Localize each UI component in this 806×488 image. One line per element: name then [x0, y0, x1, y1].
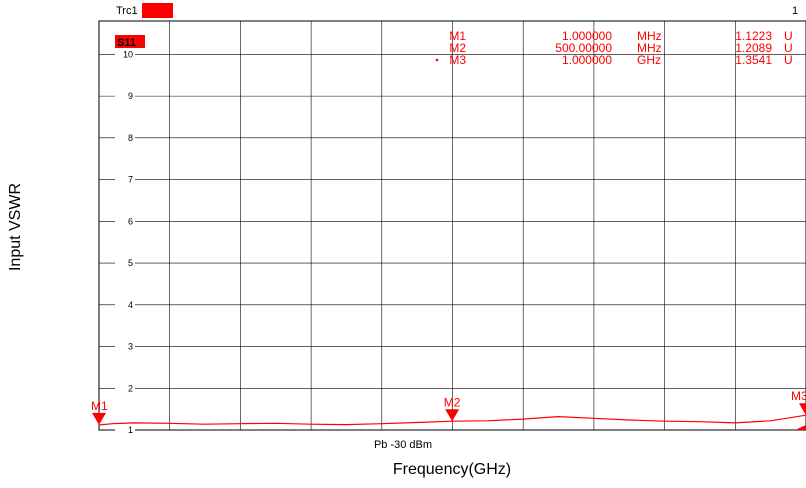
trace-badge-label: S11	[117, 37, 136, 49]
power-label: Pb -30 dBm	[374, 439, 432, 451]
marker-table-value_unit: U	[784, 29, 793, 43]
vertical-gridlines	[169, 21, 736, 430]
y-tick-label: 8	[128, 133, 133, 143]
marker-triangle-m3	[799, 403, 806, 416]
marker-table-freq: 1.000000	[562, 53, 612, 67]
trace-color-swatch	[142, 3, 173, 18]
y-tick-label-bg	[115, 215, 135, 228]
marker-table-freq: 1.000000	[562, 29, 612, 43]
marker-table-value: 1.2089	[735, 41, 772, 55]
trace-badge	[115, 35, 145, 48]
trace-label: Trc1	[116, 5, 138, 17]
y-tick-label: 6	[128, 216, 133, 226]
y-tick-label: 5	[128, 258, 133, 268]
marker-glyphs: M1 M2 M3	[91, 389, 806, 430]
marker-label-m2: M2	[444, 395, 461, 409]
marker-table-value_unit: U	[784, 53, 793, 67]
marker-table-unit: GHz	[637, 53, 661, 67]
y-tick-label-bg	[115, 382, 135, 395]
y-tick-label-bg	[115, 131, 135, 144]
marker-table-value_unit: U	[784, 41, 793, 55]
y-tick-label-bg	[115, 48, 135, 61]
header-right-label: 1	[792, 5, 798, 17]
y-tick-label: 10	[123, 49, 133, 59]
y-tick-label-bg	[115, 257, 135, 270]
y-tick-label: 9	[128, 91, 133, 101]
marker-label-m3: M3	[791, 389, 806, 403]
marker-table: M1 1.000000 MHz 1.1223 U M2 500.00000 MHz 1.2089…	[435, 29, 793, 67]
end-indicator-icon	[795, 425, 806, 430]
x-axis-title: Frequency(GHz)	[393, 461, 511, 478]
marker-table-value: 1.3541	[735, 53, 772, 67]
y-tick-label: 7	[128, 175, 133, 185]
s11-trace-line	[98, 414, 806, 426]
marker-table-freq: 500.00000	[555, 41, 612, 55]
y-axis-title: Input VSWR	[7, 183, 24, 271]
marker-table-label: M2	[449, 41, 466, 55]
marker-table-label: M3	[449, 53, 466, 67]
marker-table-label: M1	[449, 29, 466, 43]
y-tick-label: 4	[128, 300, 133, 310]
horizontal-gridlines	[99, 54, 806, 431]
marker-triangle-m1	[92, 412, 106, 425]
y-tick-label: 1	[128, 425, 133, 435]
y-tick-label: 3	[128, 342, 133, 352]
y-tick-label: 2	[128, 383, 133, 393]
active-marker-dot	[435, 58, 439, 62]
marker-table-unit: MHz	[637, 41, 662, 55]
y-tick-label-bg	[115, 298, 135, 311]
y-tick-labels: 1 2 3 4 5 6 7 8 9 10	[115, 48, 135, 436]
marker-label-m1: M1	[91, 399, 108, 413]
y-tick-label-bg	[115, 90, 135, 103]
y-tick-label-bg	[115, 340, 135, 353]
y-tick-label-bg	[115, 173, 135, 186]
marker-table-value: 1.1223	[735, 29, 772, 43]
marker-table-unit: MHz	[637, 29, 662, 43]
marker-triangle-m2	[445, 409, 460, 422]
y-tick-label-bg	[115, 424, 135, 436]
